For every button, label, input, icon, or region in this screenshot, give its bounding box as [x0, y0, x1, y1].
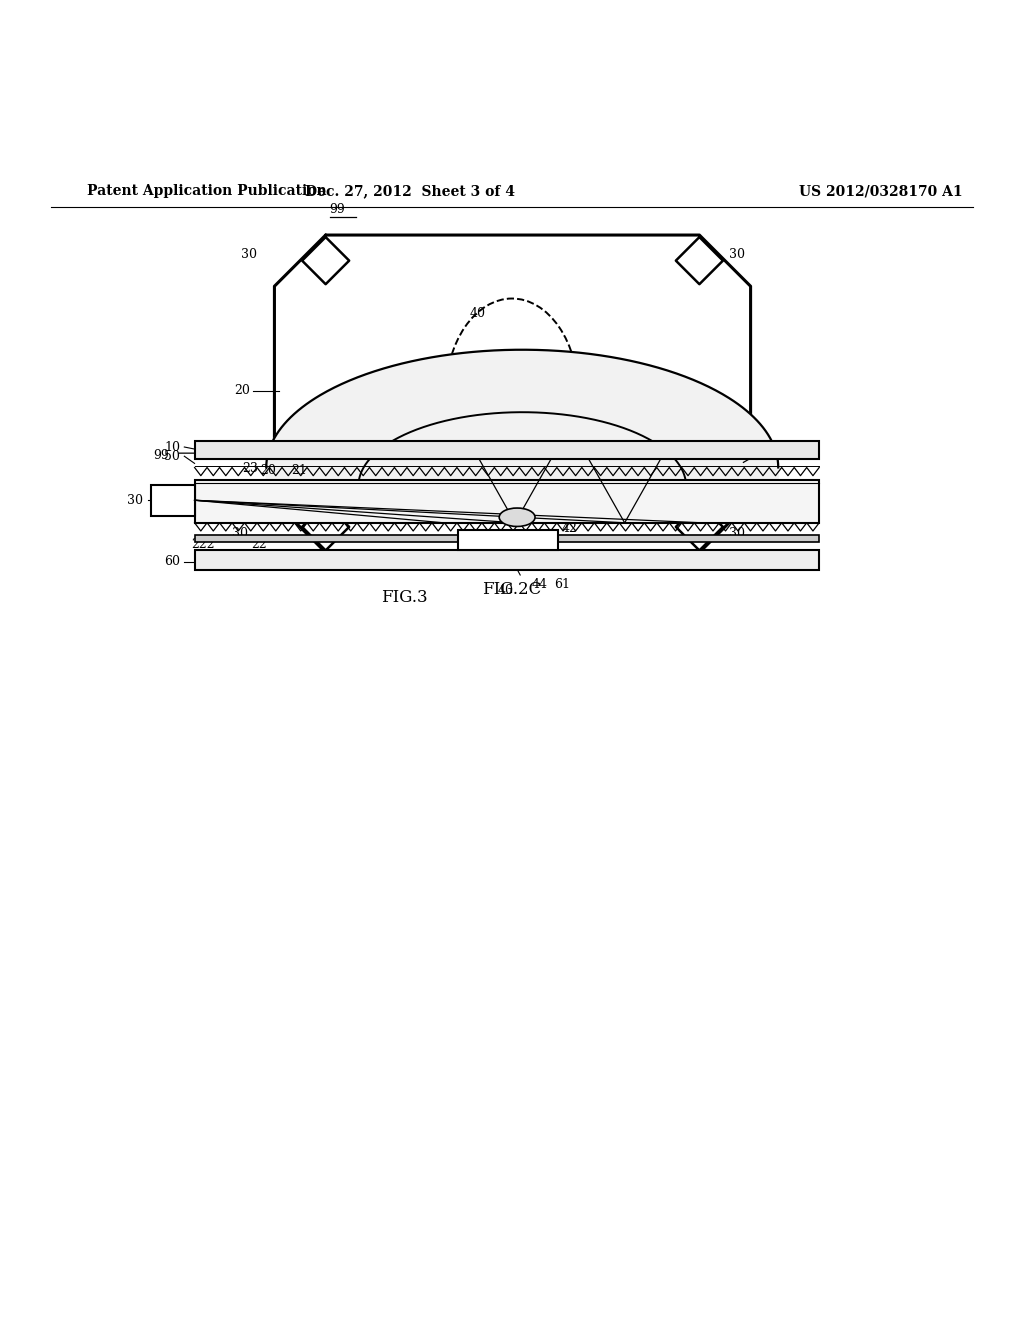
- Text: 10: 10: [164, 441, 180, 454]
- Text: 30: 30: [127, 494, 143, 507]
- Text: 222: 222: [191, 539, 215, 552]
- FancyBboxPatch shape: [195, 550, 819, 570]
- Text: 30: 30: [241, 248, 257, 261]
- Text: 99: 99: [330, 202, 345, 215]
- Text: 99: 99: [154, 449, 169, 462]
- Text: 40: 40: [498, 585, 514, 597]
- Text: 40: 40: [469, 306, 485, 319]
- Text: 30: 30: [729, 527, 745, 540]
- FancyBboxPatch shape: [151, 484, 195, 516]
- Text: 22: 22: [251, 539, 266, 552]
- Text: FIG.3: FIG.3: [381, 589, 428, 606]
- FancyBboxPatch shape: [458, 529, 558, 550]
- Text: 20: 20: [233, 384, 250, 397]
- Text: 30: 30: [729, 248, 745, 261]
- Text: 44: 44: [531, 578, 548, 591]
- Text: 20: 20: [260, 463, 276, 477]
- Text: Dec. 27, 2012  Sheet 3 of 4: Dec. 27, 2012 Sheet 3 of 4: [304, 183, 515, 198]
- Text: 30: 30: [231, 527, 248, 540]
- Text: 50: 50: [164, 450, 180, 463]
- Ellipse shape: [500, 508, 535, 527]
- Text: US 2012/0328170 A1: US 2012/0328170 A1: [799, 183, 963, 198]
- Text: 60: 60: [164, 556, 180, 568]
- FancyBboxPatch shape: [195, 441, 819, 459]
- Text: 61: 61: [554, 578, 570, 591]
- Text: Patent Application Publication: Patent Application Publication: [87, 183, 327, 198]
- Text: 70: 70: [760, 449, 776, 462]
- FancyBboxPatch shape: [195, 479, 819, 523]
- FancyBboxPatch shape: [195, 535, 819, 543]
- Text: 23: 23: [242, 462, 258, 475]
- Text: FIG.2C: FIG.2C: [482, 581, 542, 598]
- Text: 42: 42: [561, 521, 578, 535]
- Polygon shape: [266, 350, 778, 503]
- Text: 21: 21: [291, 463, 307, 477]
